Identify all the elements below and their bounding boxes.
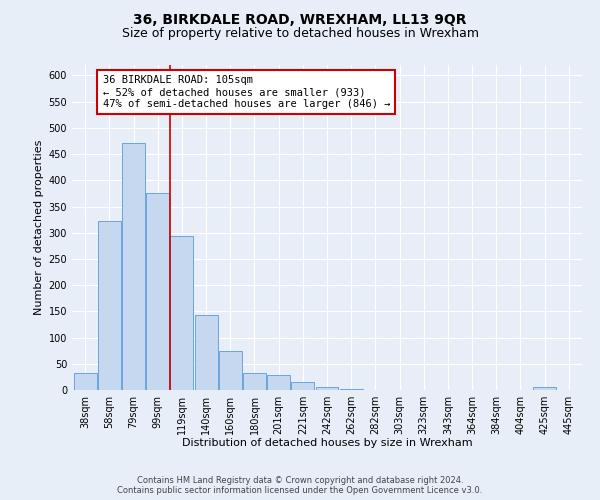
- Text: Size of property relative to detached houses in Wrexham: Size of property relative to detached ho…: [121, 28, 479, 40]
- Text: 36, BIRKDALE ROAD, WREXHAM, LL13 9QR: 36, BIRKDALE ROAD, WREXHAM, LL13 9QR: [133, 12, 467, 26]
- Bar: [292, 382, 314, 390]
- Y-axis label: Number of detached properties: Number of detached properties: [34, 140, 44, 315]
- Bar: [316, 388, 338, 390]
- Text: Contains public sector information licensed under the Open Government Licence v3: Contains public sector information licen…: [118, 486, 482, 495]
- Bar: [243, 373, 266, 390]
- X-axis label: Distribution of detached houses by size in Wrexham: Distribution of detached houses by size …: [182, 438, 472, 448]
- Bar: [219, 350, 242, 390]
- Bar: [533, 388, 556, 390]
- Bar: [170, 236, 193, 390]
- Bar: [98, 220, 121, 390]
- Bar: [122, 142, 145, 390]
- Bar: [194, 314, 218, 390]
- Text: 36 BIRKDALE ROAD: 105sqm
← 52% of detached houses are smaller (933)
47% of semi-: 36 BIRKDALE ROAD: 105sqm ← 52% of detach…: [103, 76, 390, 108]
- Bar: [74, 373, 97, 390]
- Text: Contains HM Land Registry data © Crown copyright and database right 2024.: Contains HM Land Registry data © Crown c…: [137, 476, 463, 485]
- Bar: [340, 389, 362, 390]
- Bar: [267, 375, 290, 390]
- Bar: [146, 194, 169, 390]
